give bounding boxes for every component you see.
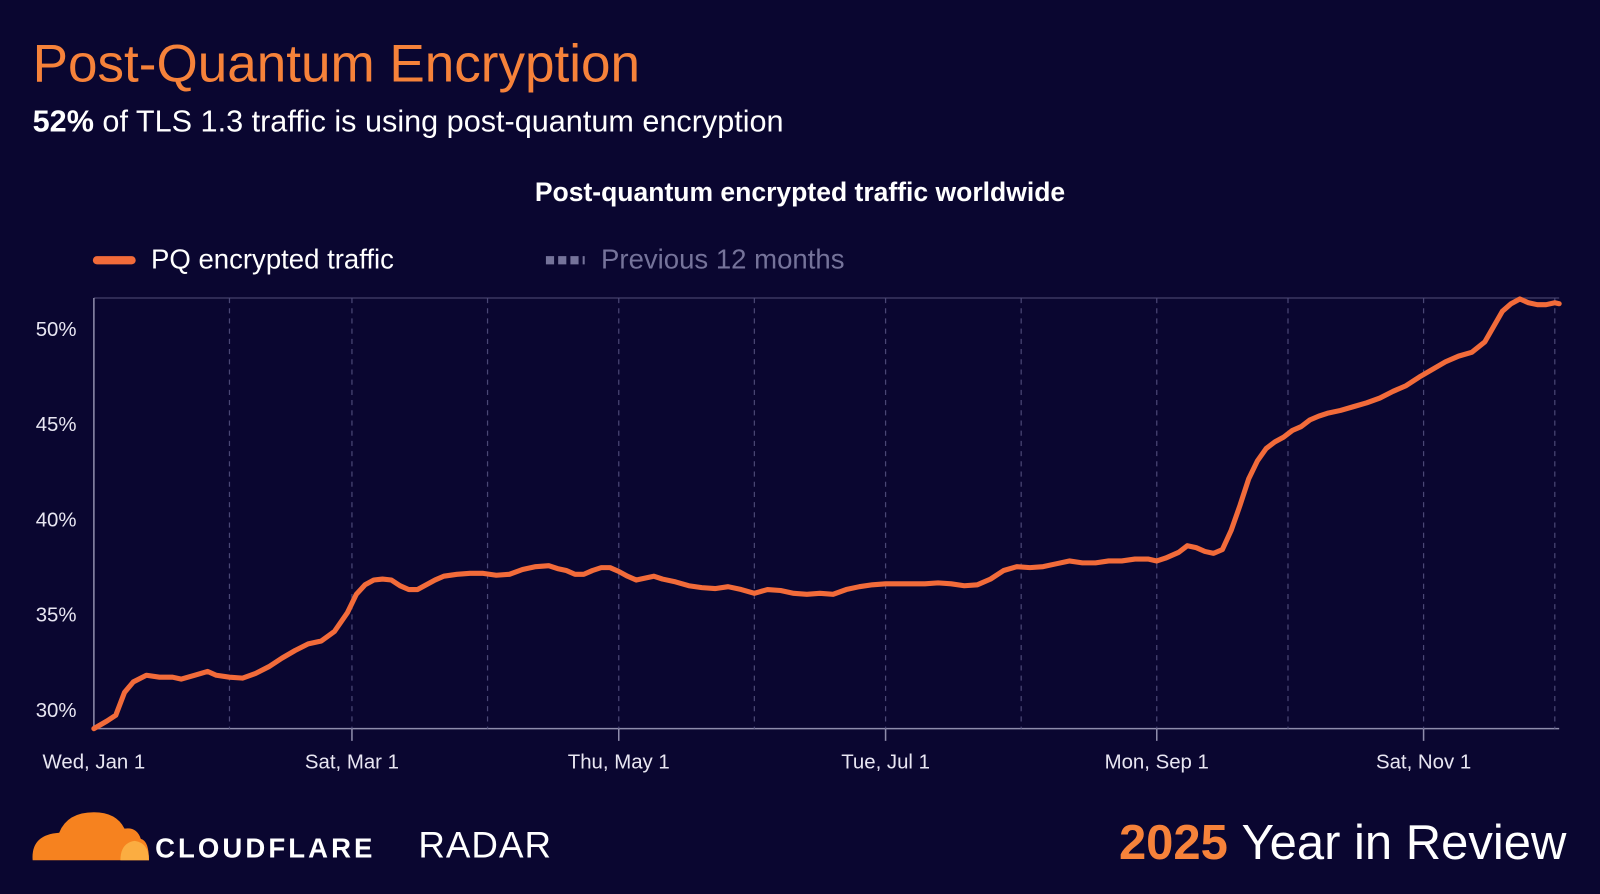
- x-tick-label: Sat, Mar 1: [305, 752, 399, 774]
- legend-label: Previous 12 months: [601, 244, 844, 275]
- footer-tagline: 2025 Year in Review: [1119, 816, 1567, 870]
- subtitle-text: of TLS 1.3 traffic is using post-quantum…: [102, 105, 783, 139]
- y-tick-label: 40%: [36, 509, 77, 531]
- x-tick-label: Tue, Jul 1: [841, 752, 930, 774]
- x-tick-label: Wed, Jan 1: [42, 752, 145, 774]
- y-tick-label: 50%: [36, 319, 77, 341]
- tagline: Year in Review: [1241, 816, 1566, 870]
- y-tick-label: 45%: [36, 414, 77, 436]
- y-tick-label: 35%: [36, 605, 77, 627]
- x-tick-label: Mon, Sep 1: [1105, 752, 1209, 774]
- page-title: Post-Quantum Encryption: [33, 34, 640, 93]
- logo-cloud-light: [120, 840, 149, 861]
- brand: CLOUDFLARE: [155, 832, 375, 863]
- x-tick-label: Thu, May 1: [568, 752, 670, 774]
- logo: [32, 812, 149, 861]
- x-tick-label: Sat, Nov 1: [1376, 752, 1471, 774]
- page-subtitle: 52% of TLS 1.3 traffic is using post-qua…: [33, 105, 784, 139]
- chart-title: Post-quantum encrypted traffic worldwide: [535, 177, 1065, 207]
- highlight: 52%: [33, 105, 94, 139]
- product: RADAR: [418, 825, 552, 866]
- series-line: [91, 296, 1562, 732]
- logo-cloud: [32, 812, 149, 861]
- y-tick-label: 30%: [36, 700, 77, 722]
- plot: 30% 35% 40% 45% 50% Wed, Jan 1 Sat, Mar 1 Thu, …: [36, 244, 1562, 774]
- year: 2025: [1119, 816, 1228, 870]
- legend-label: PQ encrypted traffic: [151, 244, 394, 275]
